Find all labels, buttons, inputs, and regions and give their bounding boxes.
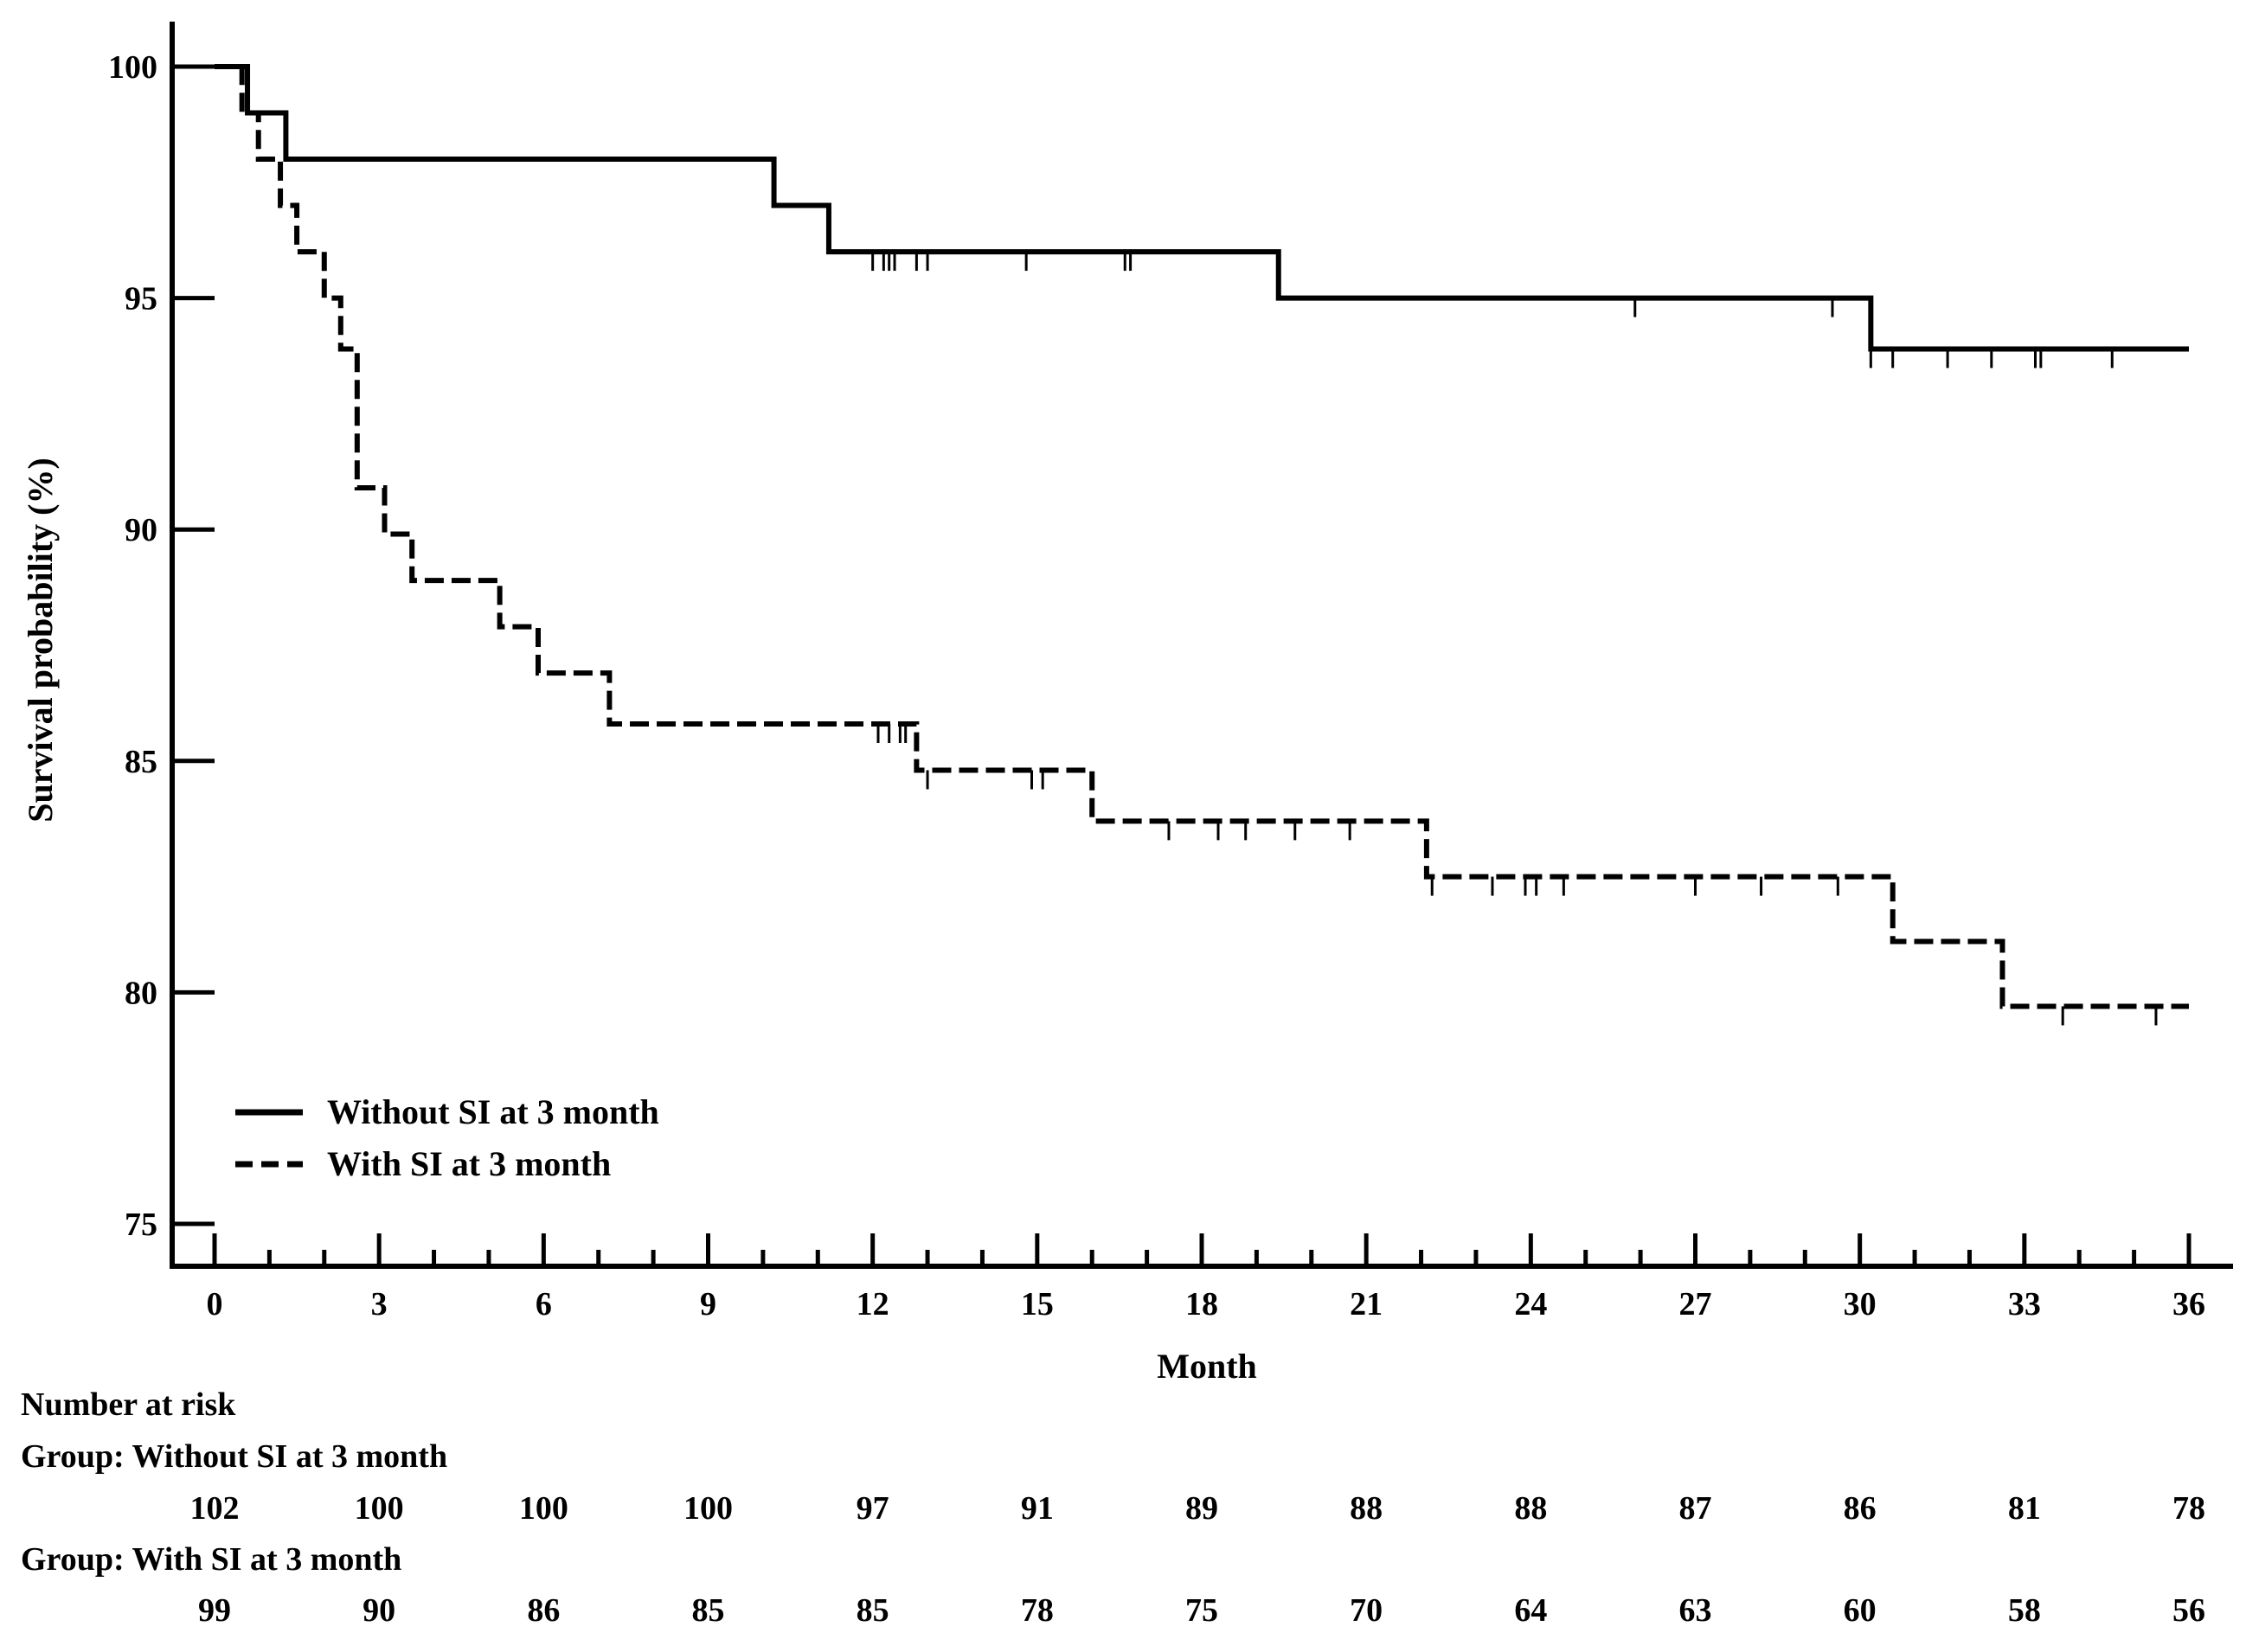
- y-tick-label: 95: [125, 281, 157, 317]
- risk-count: 88: [1350, 1490, 1383, 1527]
- risk-count: 78: [2172, 1490, 2205, 1527]
- legend: Without SI at 3 month With SI at 3 month: [235, 1092, 659, 1183]
- risk-count: 97: [857, 1490, 889, 1527]
- y-axis-title: Survival probability (%): [21, 458, 60, 823]
- km-curve-without-si: [215, 64, 2189, 352]
- y-tick-label: 90: [125, 512, 157, 548]
- x-ticks: 0 3 6 9 12 15 18 21 24 27 30 33 36: [207, 1233, 2205, 1322]
- y-ticks: 75 80 85 90 95 100: [108, 49, 215, 1243]
- risk-count: 100: [355, 1490, 404, 1527]
- risk-count: 99: [198, 1592, 231, 1629]
- series-layer: [215, 64, 2189, 1026]
- risk-count: 90: [363, 1592, 395, 1629]
- risk-table: Number at risk Group: Without SI at 3 mo…: [21, 1386, 2205, 1629]
- risk-count: 78: [1021, 1592, 1054, 1629]
- y-tick-label: 100: [108, 49, 157, 86]
- risk-group-label-without-si: Group: Without SI at 3 month: [21, 1438, 447, 1475]
- x-tick-label: 6: [536, 1286, 552, 1322]
- x-tick-label: 15: [1021, 1286, 1054, 1322]
- x-tick-label: 18: [1185, 1286, 1218, 1322]
- risk-count: 63: [1679, 1592, 1712, 1629]
- risk-count: 56: [2172, 1592, 2205, 1629]
- y-tick-label: 75: [125, 1207, 157, 1243]
- risk-count: 100: [519, 1490, 568, 1527]
- risk-count: 85: [692, 1592, 725, 1629]
- risk-count: 102: [190, 1490, 240, 1527]
- risk-row-without-si: 102 100 100 100 97 91 89 88 88 87 86 81 78: [190, 1490, 2206, 1527]
- x-axis-title: Month: [1157, 1347, 1257, 1386]
- y-tick-label: 80: [125, 975, 157, 1011]
- risk-count: 91: [1021, 1490, 1054, 1527]
- risk-table-title: Number at risk: [21, 1386, 236, 1423]
- risk-count: 87: [1679, 1490, 1712, 1527]
- legend-label-without-si: Without SI at 3 month: [327, 1092, 659, 1131]
- x-tick-label: 24: [1514, 1286, 1547, 1322]
- x-tick-label: 12: [857, 1286, 889, 1322]
- risk-count: 86: [527, 1592, 560, 1629]
- risk-count: 75: [1185, 1592, 1218, 1629]
- x-tick-label: 36: [2172, 1286, 2205, 1322]
- risk-count: 81: [2008, 1490, 2041, 1527]
- risk-count: 100: [683, 1490, 733, 1527]
- risk-count: 89: [1185, 1490, 1218, 1527]
- x-tick-label: 3: [371, 1286, 388, 1322]
- x-tick-label: 33: [2008, 1286, 2041, 1322]
- x-tick-label: 9: [700, 1286, 716, 1322]
- x-tick-label: 30: [1844, 1286, 1877, 1322]
- x-tick-label: 0: [207, 1286, 223, 1322]
- risk-count: 86: [1844, 1490, 1877, 1527]
- km-curve-with-si: [215, 64, 2189, 1009]
- risk-count: 70: [1350, 1592, 1383, 1629]
- risk-count: 88: [1514, 1490, 1547, 1527]
- risk-row-with-si: 99 90 86 85 85 78 75 70 64 63 60 58 56: [198, 1592, 2205, 1629]
- x-tick-label: 21: [1350, 1286, 1383, 1322]
- risk-count: 85: [857, 1592, 889, 1629]
- risk-group-label-with-si: Group: With SI at 3 month: [21, 1541, 401, 1578]
- legend-label-with-si: With SI at 3 month: [327, 1144, 611, 1183]
- x-tick-label: 27: [1679, 1286, 1712, 1322]
- risk-count: 60: [1844, 1592, 1877, 1629]
- y-tick-label: 85: [125, 744, 157, 780]
- risk-count: 58: [2008, 1592, 2041, 1629]
- risk-count: 64: [1514, 1592, 1547, 1629]
